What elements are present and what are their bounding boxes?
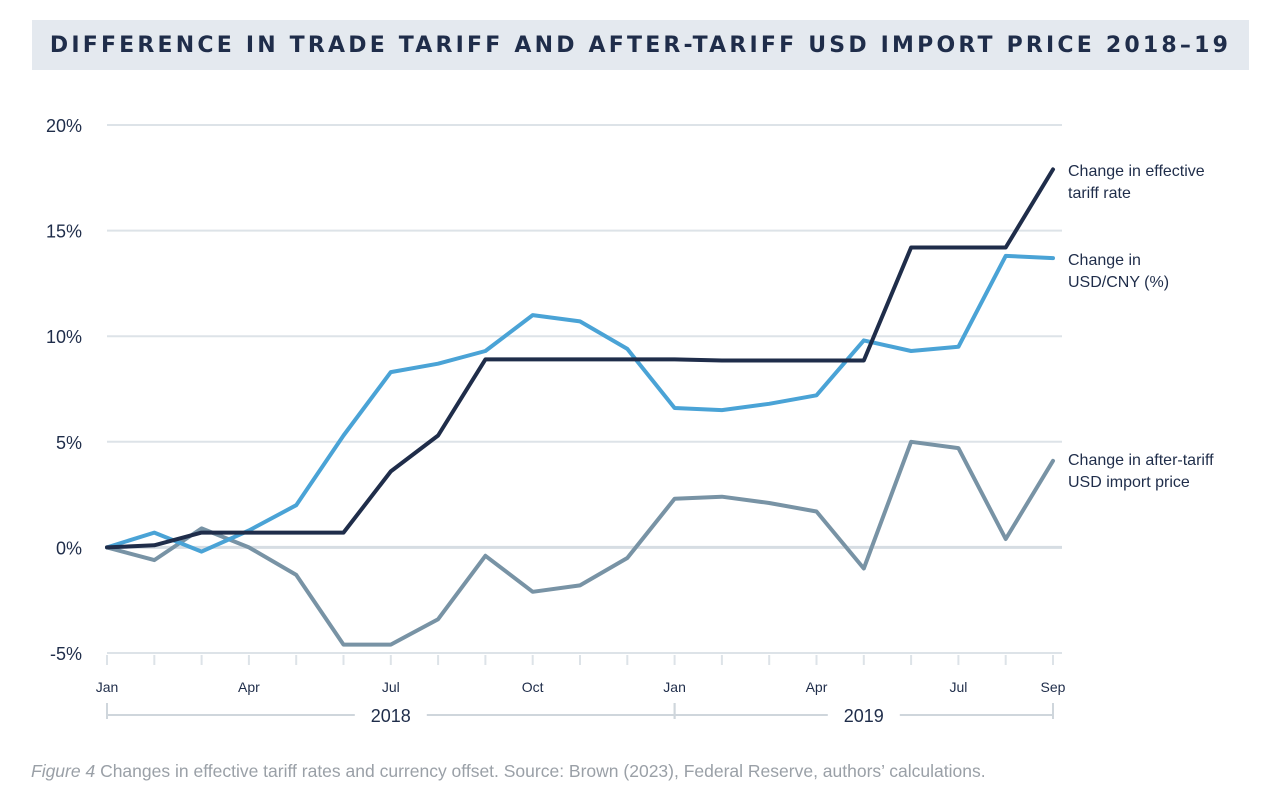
chart-title: DIFFERENCE IN TRADE TARIFF AND AFTER-TAR…: [49, 32, 1232, 58]
series-labels: Change in effective tariff rate Change in U…: [1068, 163, 1214, 491]
x-axis: Jan Apr Jul Oct Jan Apr Jul Sep 2018 2019: [96, 655, 1066, 726]
caption-text: Changes in effective tariff rates and cu…: [95, 761, 986, 781]
x-tick-label: Sep: [1041, 679, 1066, 695]
series-line-import_price: [105, 439, 1055, 647]
series-label-line: USD/CNY (%): [1068, 274, 1169, 291]
x-tick-label: Apr: [238, 679, 260, 695]
series-label-usdcny: Change in USD/CNY (%): [1068, 252, 1169, 291]
series-label-line: USD import price: [1068, 474, 1190, 491]
y-axis: -5% 0% 5% 10% 15% 20%: [46, 116, 82, 664]
x-tick-label: Jul: [382, 679, 400, 695]
y-tick-label: 5%: [56, 433, 82, 453]
y-tick-label: 0%: [56, 538, 82, 558]
series-label-import_price: Change in after-tariff USD import price: [1068, 452, 1214, 491]
y-tick-label: 20%: [46, 116, 82, 136]
line-chart: -5% 0% 5% 10% 15% 20% Jan Apr Jul Oct Jan Apr Jul Se…: [46, 116, 1214, 726]
series-line-tariff: [105, 167, 1055, 550]
x-tick-label: Jan: [663, 679, 686, 695]
series-label-line: Change in effective: [1068, 163, 1205, 180]
gridlines: [107, 124, 1062, 654]
x-tick-label: Apr: [806, 679, 828, 695]
title-banner: DIFFERENCE IN TRADE TARIFF AND AFTER-TAR…: [32, 20, 1249, 70]
x-tick-label: Oct: [522, 679, 544, 695]
series-label-line: Change in: [1068, 252, 1141, 269]
figure-caption: Figure 4 Changes in effective tariff rat…: [31, 761, 986, 782]
x-tick-label: Jul: [949, 679, 967, 695]
series-label-line: tariff rate: [1068, 185, 1131, 202]
year-label: 2018: [371, 706, 411, 726]
series-lines: [105, 167, 1055, 647]
figure-label: Figure 4: [31, 761, 96, 781]
x-tick-label: Jan: [96, 679, 119, 695]
series-label-tariff: Change in effective tariff rate: [1068, 163, 1205, 202]
y-tick-label: 15%: [46, 222, 82, 242]
year-label: 2019: [844, 706, 884, 726]
series-label-line: Change in after-tariff: [1068, 452, 1214, 469]
y-tick-label: 10%: [46, 327, 82, 347]
series-line-usdcny: [105, 253, 1055, 554]
y-tick-label: -5%: [50, 644, 82, 664]
